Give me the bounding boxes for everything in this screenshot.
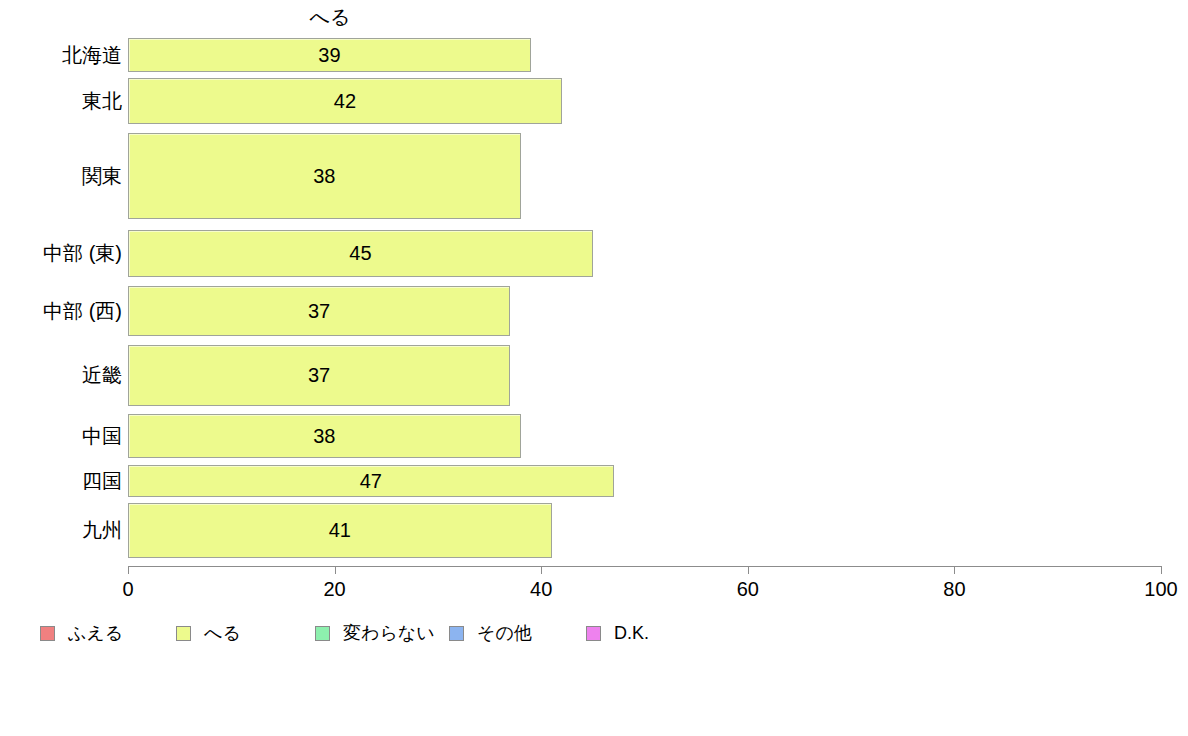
legend-item: ふえる — [40, 622, 123, 644]
x-axis-tick — [541, 566, 542, 574]
x-axis-tick — [335, 566, 336, 574]
bar: 47 — [128, 465, 614, 497]
bar-value-label: 39 — [318, 44, 340, 67]
category-label: 近畿 — [0, 345, 122, 406]
legend-swatch — [40, 626, 55, 641]
legend-swatch — [176, 626, 191, 641]
legend-item: D.K. — [586, 622, 649, 644]
legend-label: その他 — [477, 621, 532, 645]
category-label: 関東 — [0, 133, 122, 219]
category-label: 北海道 — [0, 38, 122, 72]
x-axis-tick — [128, 566, 129, 574]
legend-swatch — [315, 626, 330, 641]
bar-value-label: 47 — [360, 470, 382, 493]
legend-label: D.K. — [614, 623, 649, 644]
x-axis-tick — [1161, 566, 1162, 574]
bar: 37 — [128, 286, 510, 336]
bar-value-label: 38 — [313, 425, 335, 448]
x-axis-tick-label: 60 — [718, 578, 778, 601]
x-axis-tick-label: 40 — [511, 578, 571, 601]
legend-label: へる — [204, 621, 241, 645]
legend-label: 変わらない — [343, 621, 435, 645]
legend-item: 変わらない — [315, 622, 435, 644]
bar-value-label: 45 — [349, 242, 371, 265]
bar: 45 — [128, 230, 593, 277]
bar: 38 — [128, 133, 521, 219]
bar-value-label: 42 — [334, 90, 356, 113]
x-axis-line — [128, 566, 1161, 567]
legend-swatch — [586, 626, 601, 641]
legend-item: へる — [176, 622, 241, 644]
legend-swatch — [449, 626, 464, 641]
bar-value-label: 38 — [313, 165, 335, 188]
category-label: 中部 (東) — [0, 230, 122, 277]
bar: 37 — [128, 345, 510, 406]
x-axis-tick-label: 80 — [924, 578, 984, 601]
bar-value-label: 41 — [329, 519, 351, 542]
category-label: 九州 — [0, 503, 122, 558]
bar: 39 — [128, 38, 531, 72]
x-axis-tick-label: 0 — [98, 578, 158, 601]
x-axis-tick-label: 20 — [305, 578, 365, 601]
x-axis-tick-label: 100 — [1131, 578, 1188, 601]
bar: 42 — [128, 78, 562, 124]
category-label: 四国 — [0, 465, 122, 497]
bar-chart: へる 北海道 39 東北 42 関東 38 中部 (東) 45 中部 (西) 37 近畿 37 中国 38… — [0, 0, 1188, 736]
bar: 38 — [128, 414, 521, 458]
x-axis-tick — [954, 566, 955, 574]
category-label: 中部 (西) — [0, 286, 122, 336]
category-label: 東北 — [0, 78, 122, 124]
chart-title: へる — [0, 4, 660, 31]
bar: 41 — [128, 503, 552, 558]
legend-item: その他 — [449, 622, 532, 644]
legend-label: ふえる — [68, 621, 123, 645]
category-label: 中国 — [0, 414, 122, 458]
x-axis-tick — [748, 566, 749, 574]
bar-value-label: 37 — [308, 364, 330, 387]
bar-value-label: 37 — [308, 300, 330, 323]
